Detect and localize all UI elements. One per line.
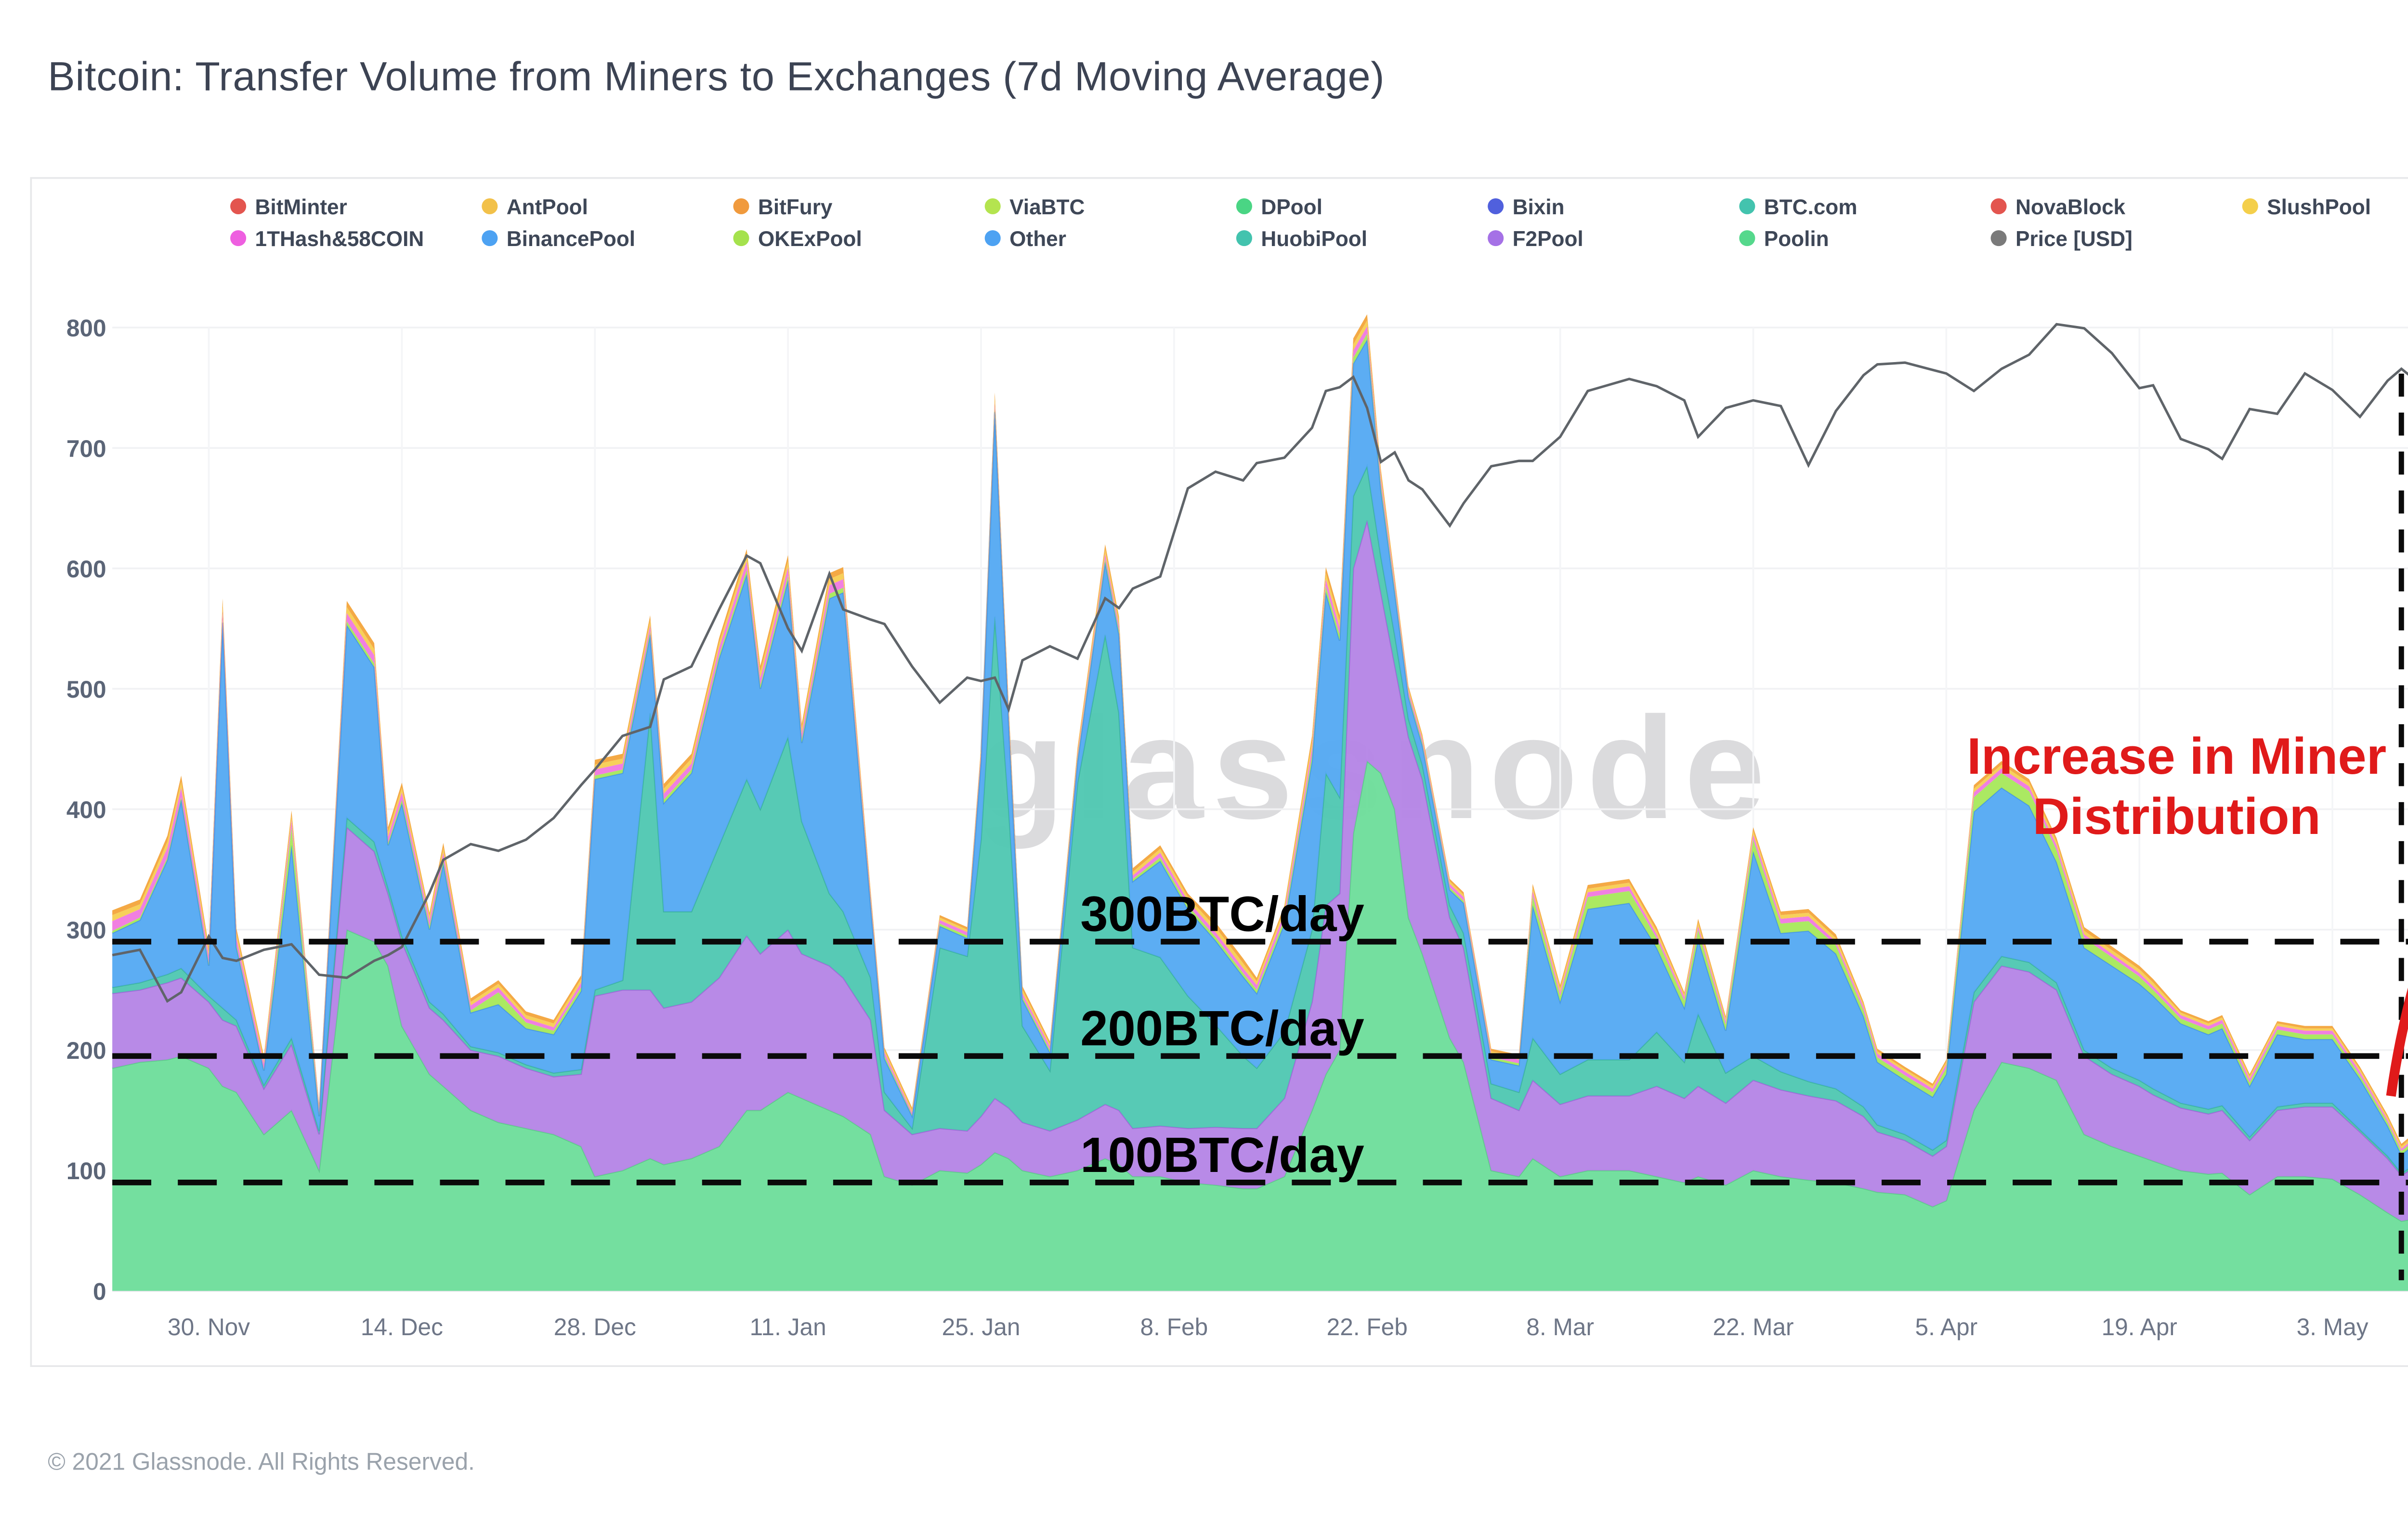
y-axis-tick-label: 400 — [66, 796, 106, 823]
area-band-edge — [112, 463, 2408, 1174]
legend-dot — [733, 198, 749, 214]
legend-dot — [482, 230, 498, 247]
x-axis-tick-label: 19. Apr — [2102, 1314, 2177, 1340]
legend-dot — [2242, 198, 2258, 214]
legend-item-label: ViaBTC — [1009, 194, 1085, 219]
legend-item-1thash-58coin[interactable]: 1THash&58COIN — [230, 225, 482, 251]
legend-dot — [482, 198, 498, 214]
legend-item-label: OKExPool — [758, 225, 862, 251]
chart-panel: glassnode BitMinterAntPoolBitFuryViaBTCD… — [30, 177, 2408, 1367]
legend-item-label: BinancePool — [506, 225, 636, 251]
legend-item-label: Other — [1009, 225, 1066, 251]
legend-item-bixin[interactable]: Bixin — [1488, 193, 1739, 220]
x-axis-tick-label: 3. May — [2297, 1314, 2369, 1340]
legend-item-viabtc[interactable]: ViaBTC — [984, 193, 1236, 220]
area-band-poolin — [112, 761, 2408, 1291]
legend-dot — [1488, 198, 1504, 214]
legend-item-binancepool[interactable]: BinancePool — [482, 225, 733, 251]
x-axis-tick-label: 14. Dec — [361, 1314, 443, 1340]
legend-item-dpool[interactable]: DPool — [1236, 193, 1488, 220]
legend-dot — [1488, 230, 1504, 247]
legend-item-price-usd-[interactable]: Price [USD] — [1990, 225, 2242, 251]
page-title: Bitcoin: Transfer Volume from Miners to … — [48, 53, 1385, 99]
increase-arrow — [2386, 988, 2408, 1097]
btc-per-day-label: 200BTC/day — [1080, 1001, 1364, 1056]
legend-item-label: 1THash&58COIN — [255, 225, 424, 251]
area-band-other-binancepool — [112, 339, 2408, 1173]
legend-item-label: BitFury — [758, 194, 833, 219]
legend-item-slushpool[interactable]: SlushPool — [2242, 193, 2408, 220]
legend-dot — [1236, 230, 1252, 247]
footer-copyright: © 2021 Glassnode. All Rights Reserved. — [48, 1448, 475, 1475]
legend-item-bitfury[interactable]: BitFury — [733, 193, 984, 220]
legend-item-label: AntPool — [506, 194, 588, 219]
y-axis-tick-label: 200 — [66, 1037, 106, 1064]
legend-item-label: Price [USD] — [2015, 225, 2133, 251]
legend-dot — [984, 198, 1001, 214]
legend-item-other[interactable]: Other — [984, 225, 1236, 251]
legend-dot — [230, 230, 247, 247]
x-axis-tick-label: 25. Jan — [942, 1314, 1021, 1340]
legend: BitMinter AntPool BitFury ViaBTC DPool Bixin B… — [230, 193, 2408, 251]
legend-item-label: HuobiPool — [1261, 225, 1368, 251]
x-axis-tick-label: 8. Feb — [1140, 1314, 1208, 1340]
legend-item-btc-com[interactable]: BTC.com — [1739, 193, 1990, 220]
legend-dot — [1990, 230, 2007, 247]
legend-item-label: SlushPool — [2267, 194, 2371, 219]
legend-item-label: Poolin — [1764, 225, 1829, 251]
price-usd-line — [112, 323, 2408, 1003]
area-band-edge — [112, 520, 2408, 1176]
legend-item-okexpool[interactable]: OKExPool — [733, 225, 984, 251]
legend-dot — [230, 198, 247, 214]
area-band-okexpool-viabtc — [112, 333, 2408, 1155]
legend-item-poolin[interactable]: Poolin — [1739, 225, 1990, 251]
y-axis-tick-label: 500 — [66, 676, 106, 703]
legend-item-label: F2Pool — [1512, 225, 1584, 251]
x-axis-tick-label: 11. Jan — [750, 1314, 826, 1340]
btc-per-day-label: 300BTC/day — [1080, 886, 1364, 942]
miners-to-exchanges-chart[interactable]: 0 100 200 300 400 500 600 700 800 30. Nov 14. Dec 2… — [32, 179, 2408, 1368]
area-band-huobipool-btc-com — [112, 466, 2408, 1175]
increase-in-miner-distribution-label: Increase in Miner — [1967, 727, 2386, 785]
legend-dot — [1990, 198, 2007, 214]
x-axis-tick-label: 28. Dec — [554, 1314, 636, 1340]
legend-item-f2pool[interactable]: F2Pool — [1488, 225, 1739, 251]
y-axis-tick-label: 600 — [66, 556, 106, 583]
legend-dot — [1739, 198, 1755, 214]
legend-item-label: BitMinter — [255, 194, 347, 219]
legend-dot — [984, 230, 1001, 247]
legend-dot — [733, 230, 749, 247]
x-axis-tick-label: 8. Mar — [1526, 1314, 1594, 1340]
legend-dot — [1236, 198, 1252, 214]
legend-item-label: NovaBlock — [2015, 194, 2126, 219]
y-axis-tick-label: 700 — [66, 435, 106, 462]
legend-item-antpool[interactable]: AntPool — [482, 193, 733, 220]
y-axis-tick-label: 300 — [66, 917, 106, 944]
increase-in-miner-distribution-label: Distribution — [2033, 787, 2321, 845]
legend-item-label: DPool — [1261, 194, 1322, 219]
legend-item-bitminter[interactable]: BitMinter — [230, 193, 482, 220]
y-axis-tick-label: 800 — [66, 315, 106, 342]
legend-item-huobipool[interactable]: HuobiPool — [1236, 225, 1488, 251]
area-band-f2pool — [112, 520, 2408, 1222]
y-axis-tick-label: 100 — [66, 1158, 106, 1184]
x-axis-tick-label: 22. Mar — [1713, 1314, 1793, 1340]
y-axis-tick-label: 0 — [93, 1278, 106, 1305]
legend-item-novablock[interactable]: NovaBlock — [1990, 193, 2242, 220]
legend-item-label: BTC.com — [1764, 194, 1858, 219]
btc-per-day-label: 100BTC/day — [1080, 1127, 1364, 1183]
x-axis-tick-label: 30. Nov — [168, 1314, 250, 1340]
x-axis-tick-label: 22. Feb — [1327, 1314, 1408, 1340]
legend-dot — [1739, 230, 1755, 247]
x-axis-tick-label: 5. Apr — [1915, 1314, 1978, 1340]
area-band-edge — [112, 337, 2408, 1157]
legend-item-label: Bixin — [1512, 194, 1565, 219]
